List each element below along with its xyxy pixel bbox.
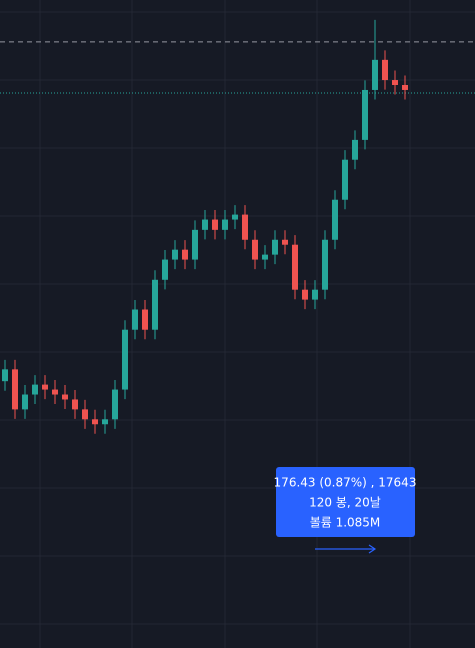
candle-body	[362, 89, 368, 140]
candle-body	[132, 309, 138, 330]
candles	[2, 19, 408, 434]
arrow-head	[368, 544, 377, 554]
candle-body	[102, 419, 108, 425]
candle-body	[282, 239, 288, 245]
tooltip-box	[276, 467, 415, 537]
candle-body	[242, 214, 248, 240]
candle-body	[92, 419, 98, 425]
candle-body	[392, 80, 398, 86]
candle-body	[152, 279, 158, 330]
reference-lines	[0, 41, 475, 94]
candle-body	[262, 254, 268, 260]
candle-body	[2, 369, 8, 382]
candle-body	[302, 289, 308, 300]
candle-body	[352, 139, 358, 160]
candle-body	[232, 214, 238, 220]
candle-body	[82, 409, 88, 420]
candle-body	[382, 59, 388, 81]
measure-tooltip: 176.43 (0.87%) , 17643 120 봉, 20날 볼륨 1.0…	[274, 467, 417, 554]
candle-body	[142, 309, 148, 330]
candle-body	[72, 399, 78, 410]
candle-body	[112, 389, 118, 420]
candle-body	[122, 329, 128, 390]
candle-body	[222, 219, 228, 230]
candle-body	[182, 249, 188, 260]
candle-body	[252, 239, 258, 260]
tooltip-line: 볼륨 1.085M	[310, 516, 381, 530]
candle-body	[32, 384, 38, 395]
candle-body	[52, 389, 58, 395]
candle-body	[402, 85, 408, 90]
candle-body	[272, 239, 278, 255]
candle-body	[172, 249, 178, 260]
tooltip-line: 120 봉, 20날	[309, 496, 381, 510]
candle-body	[42, 384, 48, 390]
tooltip-line: 176.43 (0.87%) , 17643	[274, 476, 417, 490]
candle-body	[62, 394, 68, 400]
candle-body	[292, 244, 298, 290]
candle-body	[212, 219, 218, 230]
candle-body	[332, 199, 338, 240]
candle-body	[202, 219, 208, 230]
candle-body	[372, 59, 378, 90]
candle-body	[322, 239, 328, 290]
candle-body	[342, 159, 348, 200]
candle-body	[12, 369, 18, 410]
candle-body	[22, 394, 28, 410]
candle-body	[192, 229, 198, 260]
candle-body	[312, 289, 318, 300]
candle-body	[162, 259, 168, 280]
